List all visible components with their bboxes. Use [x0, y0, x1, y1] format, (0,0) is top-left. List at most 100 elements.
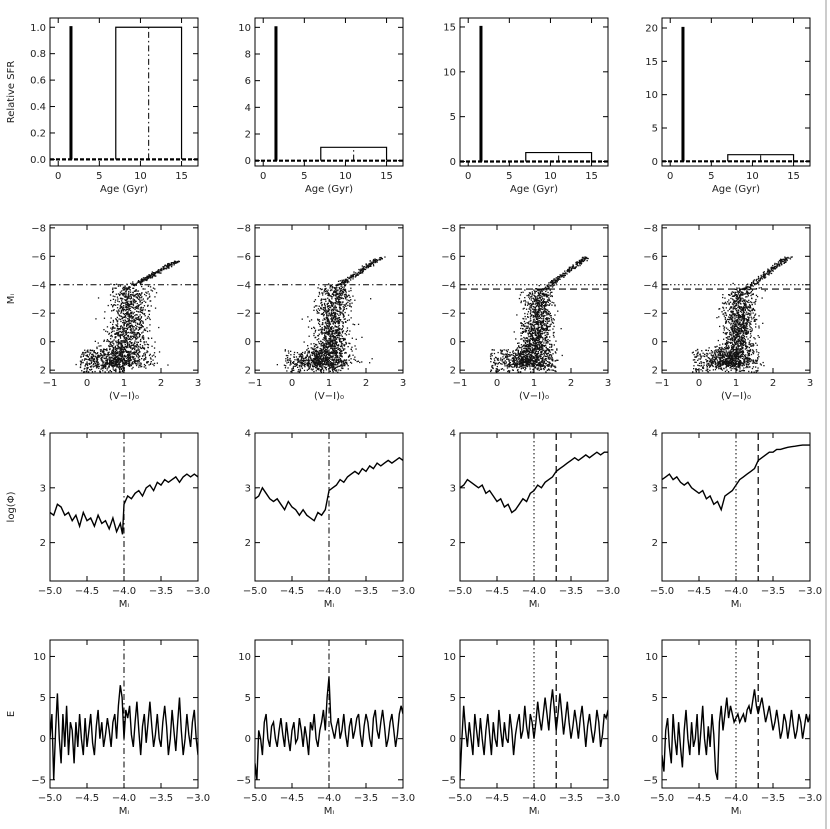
cmd-star-point [125, 363, 128, 366]
cmd-star-point [119, 315, 121, 317]
cmd-star-point [117, 333, 119, 336]
cmd-star-point [317, 335, 319, 337]
cmd-star-point [335, 290, 337, 292]
cmd-star-point [345, 331, 348, 333]
cmd-star-point [148, 276, 151, 278]
cmd-star-point [330, 355, 332, 357]
cmd-star-point [121, 334, 123, 337]
cmd-star-point [329, 307, 331, 309]
cmd-star-point [132, 292, 134, 294]
cmd-star-point [535, 328, 537, 330]
cmd-star-point [173, 260, 176, 262]
cmd-star-point [152, 359, 154, 361]
cmd-star-point [124, 315, 126, 317]
cmd-star-point [126, 313, 128, 315]
cmd-star-point [114, 362, 116, 364]
cmd-star-point [356, 274, 358, 276]
cmd-star-point [147, 305, 149, 307]
cmd-star-point [344, 337, 346, 340]
cmd-star-point [308, 367, 310, 370]
cmd-star-point [536, 327, 538, 329]
cmd-star-point [135, 322, 137, 324]
cmd-star-point [527, 302, 529, 305]
cmd-star-point [332, 340, 334, 342]
cmd-star-point [331, 356, 334, 358]
cmd-star-point [524, 303, 526, 305]
cmd-star-point [134, 319, 136, 321]
cmd-star-point [128, 352, 130, 354]
cmd-star-point [90, 362, 92, 364]
cmd-star-point [546, 318, 548, 320]
cmd-star-point [146, 343, 148, 345]
axes-frame [49, 224, 199, 374]
cmd-star-point [339, 335, 341, 337]
cmd-star-point [131, 332, 133, 335]
cmd-star-point [523, 300, 525, 302]
cmd-star-point [145, 295, 147, 297]
cmd-star-point [514, 365, 516, 367]
cmd-star-point [323, 358, 325, 360]
cmd-star-point [103, 329, 105, 331]
cmd-star-point [523, 307, 525, 309]
cmd-star-point [351, 350, 353, 352]
cmd-star-point [334, 305, 336, 307]
cmd-star-point [530, 309, 532, 312]
cmd-star-point [546, 318, 549, 320]
cmd-star-point [337, 280, 340, 282]
cmd-star-point [137, 280, 140, 282]
cmd-star-point [537, 313, 539, 316]
cmd-star-point [130, 332, 132, 334]
cmd-star-point [546, 358, 548, 360]
cmd-star-point [148, 364, 150, 366]
cmd-star-point [333, 368, 336, 370]
cmd-star-point [342, 321, 344, 324]
cmd-star-point [133, 336, 135, 339]
cmd-star-point [328, 300, 330, 303]
cmd-star-point [134, 329, 136, 331]
cmd-star-point [538, 304, 541, 306]
cmd-star-point [542, 360, 544, 362]
cmd-star-point [334, 318, 336, 320]
cmd-star-point [330, 358, 332, 360]
cmd-star-point [537, 352, 539, 355]
cmd-star-point [523, 351, 525, 353]
cmd-star-point [84, 349, 86, 351]
cmd-star-point [103, 353, 105, 355]
cmd-star-point [329, 335, 331, 337]
cmd-star-point [335, 351, 337, 353]
cmd-star-point [93, 350, 95, 353]
cmd-star-point [138, 318, 140, 320]
cmd-star-point [153, 273, 156, 275]
cmd-star-point [128, 336, 130, 338]
cmd-star-point [331, 341, 333, 343]
cmd-star-point [126, 324, 128, 327]
cmd-star-point [339, 353, 341, 355]
cmd-star-point [141, 345, 144, 347]
cmd-star-point [301, 358, 303, 360]
cmd-star-point [127, 311, 129, 313]
cmd-star-point [367, 266, 369, 269]
cmd-star-point [520, 291, 522, 294]
cmd-star-point [123, 346, 125, 349]
cmd-star-point [126, 328, 129, 330]
cmd-star-point [141, 332, 143, 334]
cmd-star-point [157, 271, 160, 273]
cmd-star-point [300, 355, 302, 358]
cmd-star-point [376, 259, 378, 261]
cmd-star-point [340, 297, 342, 299]
cmd-star-point [117, 359, 119, 361]
cmd-star-point [544, 340, 546, 342]
cmd-star-point [335, 349, 337, 352]
cmd-star-point [339, 291, 341, 293]
cmd-star-point [125, 338, 128, 340]
cmd-star-point [339, 319, 342, 321]
cmd-star-point [336, 332, 338, 334]
cmd-star-point [339, 297, 341, 299]
cmd-star-point [140, 282, 142, 284]
cmd-star-point [543, 315, 545, 317]
cmd-star-point [110, 304, 113, 306]
cmd-star-point [286, 362, 288, 364]
cmd-star-point [337, 363, 339, 365]
cmd-star-point [132, 361, 134, 363]
